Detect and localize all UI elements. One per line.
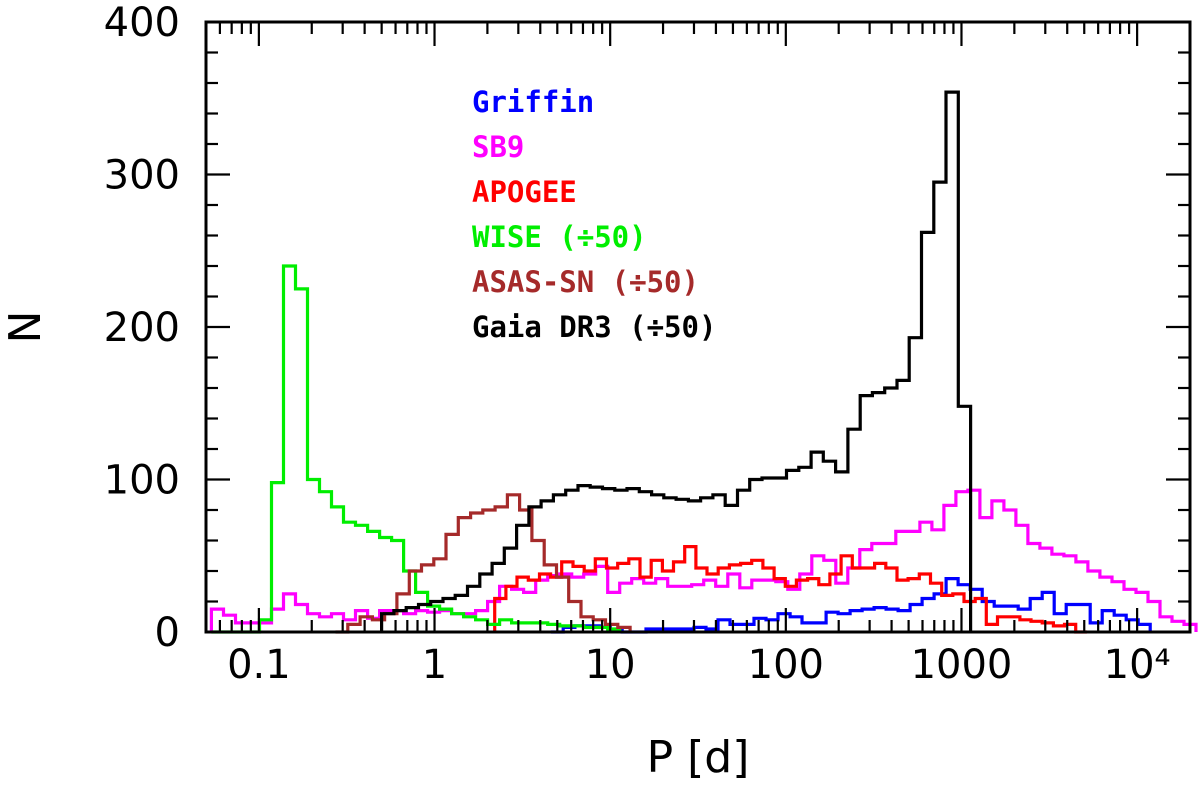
- legend-entry: Griffin: [472, 85, 594, 119]
- x-tick-label: 0.1: [227, 642, 291, 688]
- series-gaia-dr3-50: [380, 90, 973, 632]
- series-griffin: [550, 577, 1152, 634]
- legend-entry: Gaia DR3 (÷50): [472, 310, 716, 344]
- legend-entry: APOGEE: [472, 175, 577, 209]
- x-tick-label: 1000: [911, 642, 1013, 688]
- y-tick-label: 200: [104, 305, 180, 351]
- x-tick-label: 10⁴: [1104, 642, 1171, 688]
- y-tick-label: 400: [104, 0, 180, 46]
- y-tick-label: 0: [155, 610, 180, 656]
- y-tick-label: 100: [104, 458, 180, 504]
- legend-entry: ASAS-SN (÷50): [472, 265, 699, 299]
- series-sb9: [209, 488, 1198, 632]
- tick-marks: [204, 20, 1192, 634]
- legend-entry: SB9: [472, 130, 524, 164]
- x-tick-label: 100: [748, 642, 824, 688]
- series-layer: [209, 90, 1198, 634]
- series-apogee: [493, 545, 1087, 634]
- x-tick-label: 10: [585, 642, 636, 688]
- x-axis-label: P [d]: [647, 732, 750, 783]
- y-axis-label: N: [0, 311, 51, 344]
- y-tick-labels: 0 100 200 300 400: [104, 0, 180, 656]
- x-tick-labels: 0.1 1 10 100 1000 10⁴: [227, 642, 1171, 688]
- series-wise-50: [211, 264, 622, 634]
- legend: Griffin SB9 APOGEE WISE (÷50) ASAS-SN (÷50) G…: [472, 85, 716, 344]
- legend-entry: WISE (÷50): [472, 220, 647, 254]
- x-tick-label: 1: [422, 642, 447, 688]
- y-tick-label: 300: [104, 153, 180, 199]
